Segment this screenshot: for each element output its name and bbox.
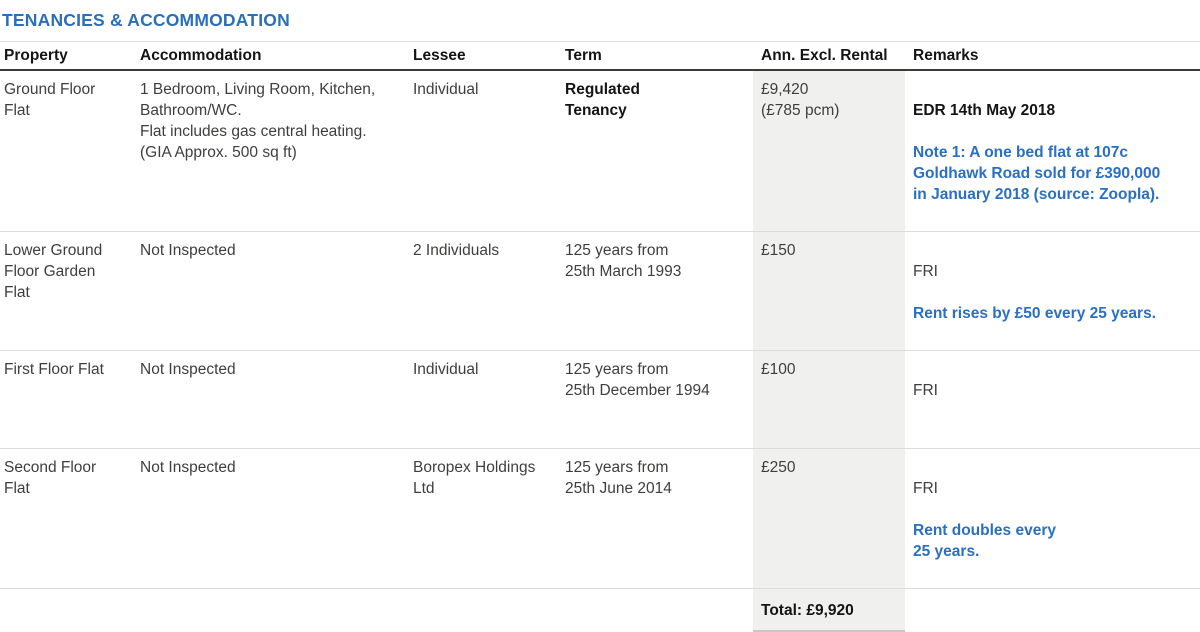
cell-remarks: EDR 14th May 2018 Note 1: A one bed flat… [905,71,1200,231]
cell-empty [905,589,1200,632]
cell-accommodation: 1 Bedroom, Living Room, Kitchen, Bathroo… [140,81,376,161]
cell-property: Lower Ground Floor Garden Flat [4,242,103,301]
remark-note: Note 1: A one bed flat at 107c Goldhawk … [913,144,1161,203]
cell-empty [0,589,140,632]
cell-term: 125 years from 25th December 1994 [565,361,710,399]
column-header-property: Property [4,47,68,64]
cell-accommodation: Not Inspected [140,459,236,476]
cell-empty [413,589,565,632]
page-title: TENANCIES & ACCOMMODATION [2,10,290,30]
remark-main: FRI [913,480,938,497]
table-total-row: Total: £9,920 [0,588,1200,632]
column-header-term: Term [565,47,602,64]
cell-term: 125 years from 25th June 2014 [565,459,672,497]
tenancies-table: Property Accommodation Lessee Term Ann. … [0,41,1200,632]
cell-term: 125 years from 25th March 1993 [565,242,682,280]
cell-lessee: Individual [413,361,479,378]
column-header-remarks: Remarks [913,47,979,64]
column-header-accommodation: Accommodation [140,47,262,64]
remark-main: EDR 14th May 2018 [913,102,1056,119]
cell-total-rental: Total: £9,920 [753,589,905,632]
cell-rental: £250 [753,449,905,588]
table-row-ground-floor-flat: Ground Floor Flat 1 Bedroom, Living Room… [0,71,1200,231]
cell-accommodation: Not Inspected [140,242,236,259]
cell-term: Regulated Tenancy [565,81,640,119]
cell-property: Second Floor Flat [4,459,97,497]
cell-rental: £9,420 (£785 pcm) [753,71,905,231]
cell-property: First Floor Flat [4,361,104,378]
cell-remarks: FRI Rent rises by £50 every 25 years. [905,232,1200,350]
remark-note: Rent doubles every 25 years. [913,522,1056,560]
cell-accommodation: Not Inspected [140,361,236,378]
table-row-first-floor-flat: First Floor Flat Not Inspected Individua… [0,350,1200,448]
cell-remarks: FRI [905,351,1200,448]
table-row-lower-ground-floor-garden-flat: Lower Ground Floor Garden Flat Not Inspe… [0,231,1200,350]
cell-rental: £150 [753,232,905,350]
cell-rental: £100 [753,351,905,448]
cell-empty [140,589,413,632]
remark-note: Rent rises by £50 every 25 years. [913,305,1157,322]
cell-remarks: FRI Rent doubles every 25 years. [905,449,1200,588]
cell-empty [565,589,753,632]
column-header-rental: Ann. Excl. Rental [761,47,888,64]
cell-lessee: Individual [413,81,479,98]
column-header-lessee: Lessee [413,47,466,64]
cell-lessee: 2 Individuals [413,242,500,259]
cell-lessee: Boropex Holdings Ltd [413,459,536,497]
table-row-second-floor-flat: Second Floor Flat Not Inspected Boropex … [0,448,1200,588]
table-header-row: Property Accommodation Lessee Term Ann. … [0,41,1200,71]
cell-property: Ground Floor Flat [4,81,96,119]
remark-main: FRI [913,382,938,399]
remark-main: FRI [913,263,938,280]
